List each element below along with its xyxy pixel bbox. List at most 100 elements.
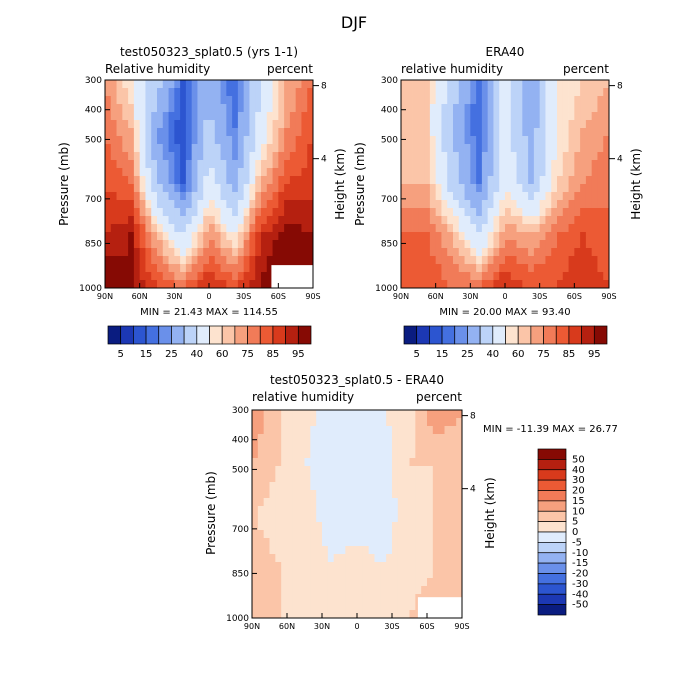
field-cell (487, 248, 494, 257)
field-cell (214, 144, 221, 153)
field-cell (450, 458, 457, 467)
field-cell (232, 152, 239, 161)
field-cell (424, 248, 431, 257)
field-cell (580, 240, 587, 249)
field-cell (450, 514, 457, 523)
field-cell (368, 578, 375, 587)
field-cell (386, 538, 393, 547)
field-cell (368, 482, 375, 491)
field-cell (597, 240, 604, 249)
field-cell (322, 474, 329, 483)
field-cell (145, 184, 152, 193)
field-cell (362, 490, 370, 499)
field-cell (345, 530, 352, 539)
field-cell (499, 120, 506, 129)
field-cell (493, 176, 500, 185)
field-cell (539, 184, 546, 193)
field-cell (301, 80, 308, 89)
field-cell (499, 168, 506, 177)
field-cell (453, 224, 460, 233)
field-cell (458, 112, 465, 121)
field-cell (174, 216, 181, 225)
field-cell (237, 104, 245, 113)
field-cell (151, 232, 158, 241)
colorbar-swatch (537, 490, 567, 502)
field-cell (412, 176, 419, 185)
field-cell (516, 96, 523, 105)
field-cell (409, 594, 416, 603)
field-cell (438, 546, 445, 555)
field-cell (243, 144, 250, 153)
field-cell (339, 418, 346, 427)
field-cell (295, 256, 302, 265)
field-cell (551, 192, 558, 201)
field-cell (516, 104, 523, 113)
field-cell (362, 410, 370, 419)
field-cell (409, 530, 416, 539)
field-cell (456, 482, 463, 491)
field-cell (261, 120, 268, 129)
field-cell (243, 240, 250, 249)
field-cell (295, 120, 302, 129)
field-cell (562, 200, 569, 209)
field-cell (522, 272, 529, 281)
field-cell (447, 128, 454, 137)
field-cell (295, 144, 302, 153)
field-cell (424, 96, 431, 105)
field-cell (435, 192, 442, 201)
field-cell (257, 554, 265, 563)
field-cell (298, 530, 305, 539)
field-cell (585, 168, 593, 177)
field-cell (533, 96, 541, 105)
field-cell (380, 490, 387, 499)
field-cell (345, 570, 352, 579)
field-cell (412, 184, 419, 193)
field-cell (528, 80, 535, 89)
field-cell (278, 160, 285, 169)
field-cell (470, 176, 477, 185)
field-cell (327, 506, 335, 515)
field-cell (292, 482, 300, 491)
field-cell (591, 88, 598, 97)
field-cell (458, 264, 465, 273)
field-cell (128, 112, 135, 121)
field-cell (453, 120, 460, 129)
field-cell (116, 96, 123, 105)
field-cell (368, 418, 375, 427)
field-cell (292, 538, 300, 547)
field-cell (237, 96, 245, 105)
field-cell (345, 474, 352, 483)
field-cell (220, 112, 227, 121)
colorbar-swatch (537, 583, 567, 595)
field-cell (464, 136, 471, 145)
field-cell (580, 264, 587, 273)
field-cell (368, 410, 375, 419)
field-cell (281, 442, 288, 451)
field-cell (261, 224, 268, 233)
field-cell (278, 96, 285, 105)
field-cell (458, 232, 465, 241)
field-cell (295, 176, 302, 185)
field-cell (585, 136, 593, 145)
field-cell (322, 538, 329, 547)
field-cell (145, 224, 152, 233)
field-cell (591, 136, 598, 145)
field-cell (327, 498, 335, 507)
colorbar-label: 20 (572, 486, 585, 497)
field-cell (447, 248, 454, 257)
field-cell (458, 216, 465, 225)
field-cell (481, 264, 489, 273)
field-cell (386, 498, 393, 507)
field-cell (406, 80, 413, 89)
field-cell (481, 280, 489, 289)
field-cell (568, 208, 575, 217)
field-cell (551, 248, 558, 257)
field-cell (249, 88, 256, 97)
colorbar-label: 40 (190, 349, 203, 360)
field-cell (580, 144, 587, 153)
field-cell (214, 152, 221, 161)
field-cell (522, 176, 529, 185)
field-cell (403, 434, 410, 443)
field-cell (145, 104, 152, 113)
field-cell (591, 80, 598, 89)
